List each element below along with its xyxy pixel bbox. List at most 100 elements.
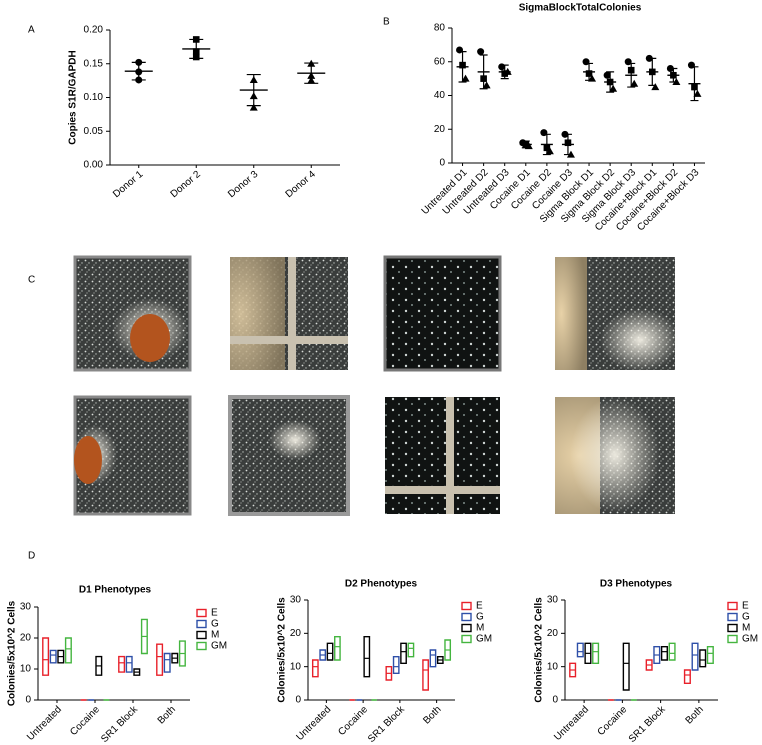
range-bar — [576, 642, 584, 658]
legend-swatch — [727, 623, 738, 633]
y-tick-label: 80 — [434, 23, 446, 34]
y-tick-label: 30 — [547, 595, 559, 606]
panel-label: D — [28, 551, 35, 562]
y-tick-label: 0 — [25, 695, 31, 706]
range-bar — [429, 649, 437, 668]
chart-title: SigmaBlockTotalColonies — [519, 3, 642, 14]
legend-label: M — [742, 623, 750, 634]
data-point — [461, 74, 470, 82]
y-tick-label: 0.15 — [84, 58, 104, 69]
legend-swatch — [461, 601, 472, 611]
range-bar — [57, 649, 65, 664]
range-bar — [706, 645, 714, 665]
colony-photo — [74, 436, 102, 484]
data-point — [651, 83, 660, 91]
x-tick-label: Untreated — [552, 704, 591, 743]
data-point — [477, 48, 485, 56]
chart-title: D1 Phenotypes — [79, 585, 152, 596]
data-point — [249, 103, 258, 111]
range-bar — [699, 649, 707, 668]
legend-label: G — [211, 619, 219, 630]
range-bar — [392, 655, 400, 675]
colony-photo — [385, 397, 500, 514]
x-tick-label: Both — [421, 704, 443, 726]
y-axis-label: Colonies/5x10^2 Cells — [534, 597, 545, 703]
range-bar — [400, 642, 407, 665]
data-point — [630, 79, 639, 87]
data-point — [603, 71, 611, 79]
range-bar — [660, 645, 668, 661]
y-axis-label: Colonies/5x10^2 Cells — [7, 600, 18, 706]
range-bar — [385, 665, 393, 681]
panel-c-images — [73, 255, 680, 516]
legend-swatch — [727, 612, 738, 622]
colony-photo — [600, 308, 680, 372]
data-point — [609, 84, 618, 92]
y-tick-label: 0.00 — [84, 160, 104, 171]
y-tick-label: 0.10 — [84, 92, 104, 103]
x-tick-label: Cocaine — [596, 704, 630, 738]
range-bar — [95, 655, 103, 676]
y-tick-label: 10 — [20, 664, 32, 675]
range-bar — [311, 659, 319, 678]
range-bar — [407, 642, 415, 658]
y-tick-label: 30 — [290, 595, 302, 606]
range-bar — [422, 659, 429, 691]
colony-photo — [570, 397, 660, 513]
legend-label: E — [211, 608, 218, 619]
x-tick-label: Cocaine — [336, 704, 370, 738]
x-tick-label: Donor 2 — [169, 169, 204, 201]
x-tick-label: Both — [684, 704, 706, 726]
y-tick-label: 0 — [439, 158, 445, 169]
range-bar — [436, 655, 444, 665]
x-tick-label: Donor 1 — [111, 169, 146, 201]
y-tick-label: 20 — [20, 633, 32, 644]
panel-label: A — [28, 25, 35, 36]
y-tick-label: 0.20 — [84, 25, 104, 36]
colony-photo — [385, 397, 500, 514]
range-bar — [140, 618, 148, 655]
y-tick-label: 20 — [434, 124, 446, 135]
x-tick-label: SR1 Block — [366, 704, 407, 745]
x-tick-label: Untreated — [295, 704, 334, 743]
range-bar — [64, 637, 72, 664]
x-tick-label: Donor 3 — [226, 169, 261, 201]
range-bar — [444, 639, 452, 661]
range-bar — [163, 652, 171, 673]
legend-swatch — [196, 630, 207, 640]
legend-label: E — [742, 601, 749, 612]
legend-swatch — [727, 601, 738, 611]
legend-label: GM — [476, 634, 492, 645]
y-tick-label: 0.05 — [84, 126, 104, 137]
range-bar — [156, 643, 164, 676]
range-bar — [326, 642, 334, 661]
range-bar — [118, 655, 126, 673]
y-axis-label: Colonies/5x10^2 Cells — [277, 597, 288, 703]
y-tick-label: 10 — [290, 661, 302, 672]
y-axis-label: Copies S1R/GAPDH — [68, 50, 79, 144]
x-tick-label: Cocaine — [68, 704, 102, 738]
legend-label: M — [211, 630, 219, 641]
y-tick-label: 10 — [547, 661, 559, 672]
x-tick-label: Untreated — [25, 704, 64, 743]
colony-photo — [130, 314, 170, 362]
range-bar — [171, 652, 179, 664]
range-bar — [42, 637, 50, 676]
range-bar — [49, 649, 57, 664]
range-bar — [653, 645, 661, 665]
legend-label: E — [476, 601, 483, 612]
colony-photo — [269, 420, 321, 460]
y-tick-label: 20 — [547, 628, 559, 639]
colony-photo — [383, 255, 502, 372]
range-bar — [178, 640, 186, 667]
legend-label: G — [476, 612, 484, 623]
y-tick-label: 40 — [434, 90, 446, 101]
chart-title: D3 Phenotypes — [600, 579, 673, 590]
x-tick-label: Donor 4 — [284, 169, 319, 201]
range-bar — [691, 642, 699, 671]
legend-swatch — [196, 641, 207, 651]
range-bar — [683, 669, 691, 685]
colony-photo — [230, 257, 348, 370]
legend-label: M — [476, 623, 484, 634]
